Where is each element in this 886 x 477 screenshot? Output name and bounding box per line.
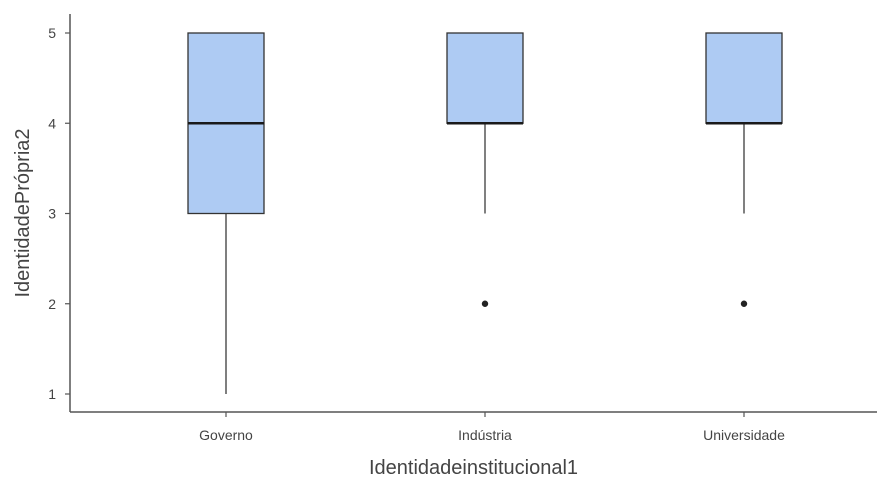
x-axis-title: Identidadeinstitucional1 <box>369 457 578 477</box>
box-group <box>705 32 783 307</box>
y-axis-title: IdentidadePrópria2 <box>12 128 34 297</box>
outlier-point <box>481 300 489 307</box>
x-axis-ticks: Governo Indústria Universidade <box>199 412 785 443</box>
outlier-point <box>740 300 748 307</box>
box-group <box>187 32 265 394</box>
y-axis-ticks: 1 2 3 4 5 <box>48 25 70 402</box>
box-iqr <box>705 32 783 124</box>
y-tick-label: 2 <box>48 296 56 312</box>
y-tick-label: 3 <box>48 206 56 222</box>
box-iqr <box>446 32 524 124</box>
y-tick-label: 5 <box>48 25 56 41</box>
y-tick-label: 1 <box>48 386 56 402</box>
x-tick-label: Governo <box>199 427 253 443</box>
plot-area <box>187 32 783 394</box>
x-tick-label: Indústria <box>458 427 512 443</box>
x-tick-label: Universidade <box>703 427 785 443</box>
box-group <box>446 32 524 307</box>
y-tick-label: 4 <box>48 115 56 131</box>
